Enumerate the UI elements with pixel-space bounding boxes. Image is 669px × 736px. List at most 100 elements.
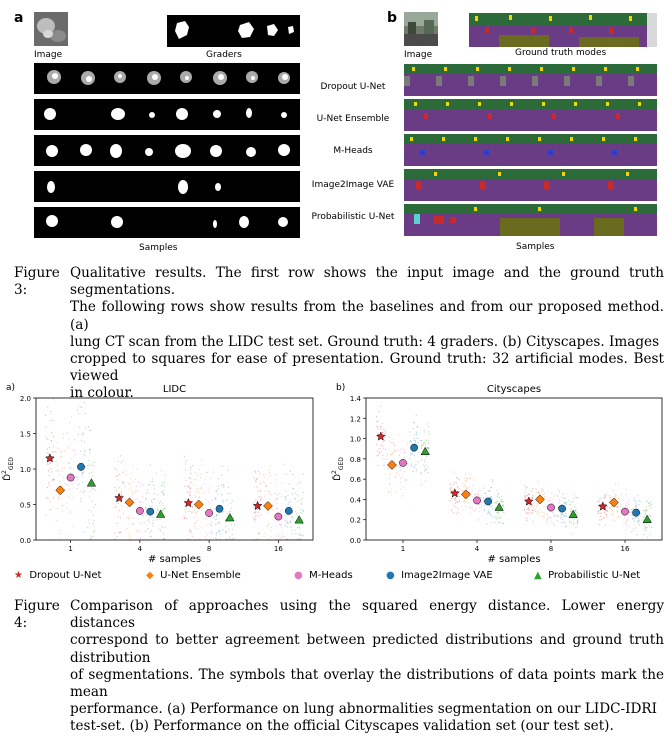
distribution-dot [471,489,473,492]
distribution-dot [380,426,382,428]
y-tick-label: 0.0 [20,537,31,545]
mean-marker-diamond [535,494,545,505]
distribution-dot [377,426,379,428]
distribution-dot [420,484,422,486]
distribution-dot [393,451,396,453]
distribution-dot [453,505,455,507]
distribution-dot [215,490,218,492]
distribution-dot [457,500,459,503]
distribution-dot [458,490,460,492]
distribution-dot [645,500,648,502]
distribution-dot [201,460,203,462]
distribution-dot [217,478,219,480]
distribution-dot [49,463,51,465]
distribution-dot [627,514,630,517]
distribution-dot [227,499,229,501]
distribution-dot [561,512,563,514]
distribution-dot [614,493,616,495]
distribution-dot [258,532,260,534]
distribution-dot [564,514,566,516]
method-label-vae: Image2Image VAE [311,180,395,190]
distribution-dot [535,488,538,490]
distribution-dot [56,487,58,489]
mean-marker-triangle [494,502,504,511]
distribution-dot [380,450,382,452]
distribution-dot [413,439,415,441]
distribution-dot [69,422,71,424]
distribution-dot [211,533,213,535]
distribution-dot [649,515,651,517]
distribution-dot [275,538,278,540]
distribution-dot [611,510,614,512]
cs-strip-ensemble [404,99,657,131]
distribution-dot [526,486,528,488]
distribution-dot [200,473,202,475]
distribution-dot [68,447,71,449]
distribution-dot [161,484,164,486]
distribution-dot [541,488,543,490]
figure-3-caption-line: cropped to squares for ease of presentat… [70,351,664,385]
distribution-dot [59,480,61,482]
distribution-dot [427,448,430,450]
distribution-dot [46,448,49,450]
y-tick-label: 0.8 [350,456,361,464]
distribution-dot [501,495,503,497]
distribution-dot [381,431,384,434]
distribution-dot [258,496,260,498]
lidc-dropout-masks [47,70,290,85]
distribution-dot [537,480,539,483]
distribution-dot [612,495,614,498]
distribution-dot [193,478,196,481]
distribution-dot [147,489,149,491]
distribution-dot [503,512,505,514]
distribution-dot [420,447,423,449]
distribution-dot [266,538,268,540]
lidc-input-image [34,12,68,46]
mean-marker-circle [410,443,418,452]
distribution-dot [427,447,429,449]
distribution-dot [558,491,561,493]
distribution-dot [391,488,393,490]
distribution-dot [130,536,132,538]
distribution-dot [257,538,259,540]
distribution-dot [185,498,187,501]
distribution-dot [296,483,299,485]
distribution-dot [503,522,505,525]
distribution-dot [229,492,231,494]
distribution-dot [118,487,120,489]
distribution-dot [255,499,257,501]
distribution-dot [275,535,277,537]
mean-marker-star [375,431,386,441]
distribution-dot [620,506,622,508]
distribution-dot [611,513,613,516]
distribution-dot [395,490,397,492]
distribution-dot [456,501,458,503]
distribution-dot [194,511,196,514]
distribution-dot [68,462,70,465]
distribution-dot [57,498,59,500]
distribution-dot [423,470,426,472]
distribution-dot [88,472,90,474]
distribution-dot [644,527,646,529]
distribution-dot [532,497,534,499]
distribution-dot [60,504,63,507]
distribution-dot [231,529,234,531]
distribution-dot [210,477,212,480]
distribution-dot [140,538,142,540]
distribution-dot [45,426,47,428]
distribution-dot [52,458,54,460]
mean-marker-star [449,488,460,498]
distribution-dot [651,504,653,506]
distribution-dot [456,486,458,488]
distribution-dot [380,444,382,446]
distribution-dot [537,510,539,513]
distribution-dot [401,469,403,471]
distribution-dot [565,504,568,506]
distribution-dot [132,522,134,525]
distribution-dot [632,508,634,510]
distribution-dot [557,489,559,491]
distribution-dot [389,482,391,485]
distribution-dot [52,480,54,482]
distribution-dot [83,401,86,404]
distribution-dot [568,520,571,522]
